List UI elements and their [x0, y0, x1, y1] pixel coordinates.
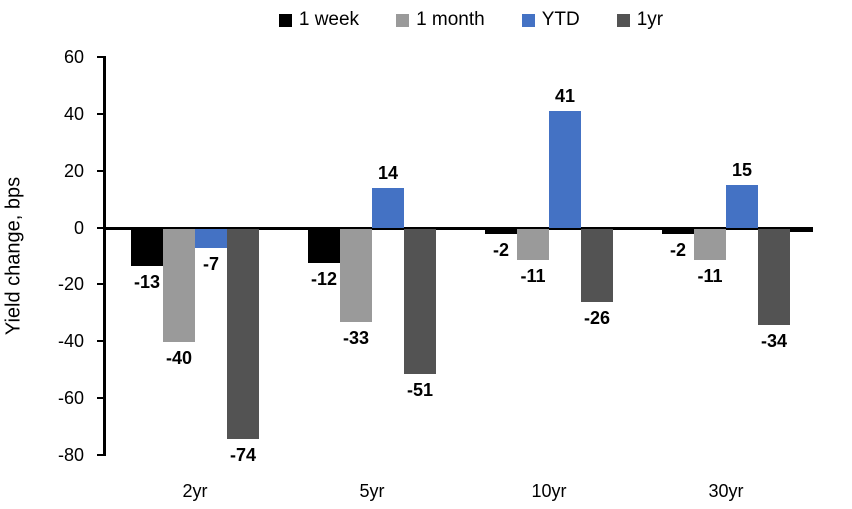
bar-value-label: -11: [520, 265, 546, 286]
legend-item-YTD: YTD: [521, 9, 580, 31]
bar-1-month-30yr: [694, 228, 726, 260]
bar-value-label: -7: [202, 254, 219, 275]
legend-item-1-week: 1 week: [278, 9, 360, 31]
y-axis-tick-label: 0: [73, 217, 84, 238]
bar-value-label: -2: [492, 240, 509, 261]
legend-item-1yr: 1yr: [616, 9, 664, 31]
legend-label: 1 week: [298, 9, 360, 30]
bar-1yr-10yr: [581, 228, 613, 303]
y-axis-tick-label: 20: [63, 160, 84, 181]
bar-value-label: -11: [697, 265, 723, 286]
legend-swatch-icon: [278, 13, 292, 27]
bar-1-month-2yr: [163, 228, 195, 343]
x-axis-category-label: 5yr: [359, 481, 385, 501]
legend-label: YTD: [541, 9, 580, 30]
x-axis-category-label: 30yr: [708, 481, 744, 501]
bar-1-week-2yr: [131, 228, 163, 266]
bar-1yr-30yr: [758, 228, 790, 326]
y-axis-tick-label: -60: [57, 388, 84, 409]
y-axis-line: [103, 56, 106, 456]
legend-label: 1yr: [636, 9, 664, 30]
y-axis-tick-label: 40: [63, 103, 84, 124]
bar-value-label: -40: [165, 348, 192, 369]
legend-label: 1 month: [416, 9, 485, 30]
legend-swatch-icon: [616, 13, 630, 27]
x-axis-category-label: 2yr: [182, 481, 208, 501]
y-axis-tick-label: -20: [57, 274, 84, 295]
bar-YTD-30yr: [726, 184, 758, 228]
bar-value-label: -34: [760, 331, 787, 352]
x-axis-end-tick: [790, 229, 813, 232]
bar-1-week-10yr: [485, 228, 517, 235]
legend-swatch-icon: [396, 13, 410, 27]
bar-value-label: -51: [406, 379, 433, 400]
bar-YTD-10yr: [549, 111, 581, 228]
legend-swatch-icon: [521, 13, 535, 27]
y-axis-tick-mark: [97, 56, 105, 58]
y-axis-tick-mark: [97, 340, 105, 343]
y-axis-title: Yield change, bps: [2, 176, 25, 336]
bar-1yr-2yr: [227, 228, 259, 439]
bar-value-label: -12: [310, 268, 337, 289]
bar-value-label: -2: [669, 240, 686, 261]
y-axis-tick-mark: [97, 283, 105, 286]
bar-value-label: 41: [554, 86, 576, 106]
y-axis-tick-mark: [97, 454, 105, 456]
x-axis-category-label: 10yr: [531, 481, 567, 501]
legend-item-1-month: 1 month: [396, 9, 485, 31]
bar-value-label: 15: [731, 159, 753, 180]
y-axis-tick-label: -80: [57, 445, 84, 465]
y-axis-tick-mark: [97, 169, 105, 172]
y-axis-tick-mark: [97, 397, 105, 400]
bar-value-label: -13: [133, 271, 160, 292]
bar-1-month-10yr: [517, 228, 549, 260]
bar-YTD-5yr: [372, 187, 404, 228]
y-axis-tick-label: 60: [63, 47, 84, 67]
y-axis-tick-mark: [97, 112, 105, 115]
bar-1-month-5yr: [340, 228, 372, 323]
y-axis-tick-label: -40: [57, 331, 84, 352]
bar-value-label: -33: [342, 328, 369, 349]
y-axis-tick-mark: [97, 226, 105, 229]
bar-value-label: 14: [377, 162, 399, 183]
chart-legend: 1 week 1 month YTD 1yr: [0, 9, 852, 31]
bar-value-label: -26: [583, 308, 610, 329]
bar-1yr-5yr: [404, 228, 436, 374]
bar-1-week-5yr: [308, 228, 340, 263]
bar-value-label: -74: [229, 444, 256, 465]
bar-YTD-2yr: [195, 228, 227, 249]
x-axis-zero-line: [103, 226, 813, 230]
bar-1-week-30yr: [662, 228, 694, 235]
